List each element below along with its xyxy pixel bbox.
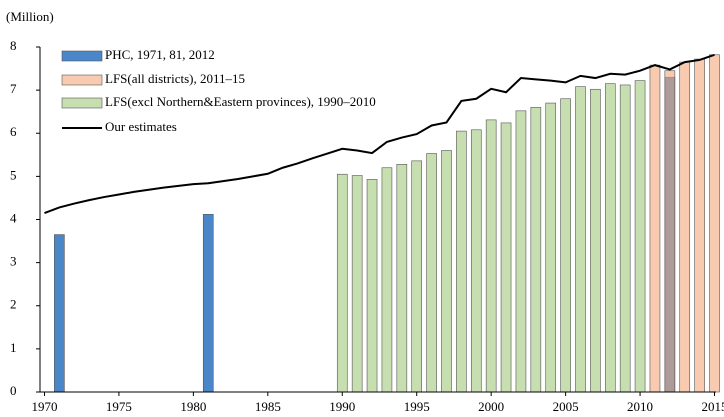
bar: [530, 107, 542, 393]
bar: [202, 214, 214, 393]
bar: [500, 122, 512, 393]
bar: [426, 153, 437, 393]
bar: [411, 160, 423, 393]
bar: [456, 130, 467, 393]
bar: [664, 70, 676, 393]
bar: [54, 234, 65, 393]
x-tick-label: 2010: [627, 399, 653, 414]
bar: [470, 129, 482, 393]
bar: [590, 88, 601, 393]
bar: [336, 173, 348, 393]
legend-label: PHC, 1971, 81, 2012: [105, 47, 215, 62]
bar: [560, 98, 571, 393]
x-tick-label: 2015: [702, 399, 724, 414]
legend-label: LFS(all districts), 2011–15: [105, 71, 245, 86]
y-tick-label: 2: [10, 297, 17, 312]
bar: [694, 58, 705, 393]
y-tick-label: 5: [10, 167, 17, 182]
bar: [709, 54, 720, 393]
x-tick-label: 1970: [31, 399, 57, 414]
y-tick-label: 1: [10, 340, 17, 355]
legend-label: LFS(excl Northern&Eastern provinces), 19…: [105, 94, 376, 109]
bar: [679, 61, 691, 393]
legend-swatch: [61, 97, 103, 109]
bar: [634, 80, 646, 393]
y-tick-label: 0: [10, 383, 17, 398]
x-tick-label: 1985: [255, 399, 281, 414]
bar: [366, 179, 378, 393]
x-tick-label: 1980: [180, 399, 206, 414]
bar: [396, 164, 408, 393]
legend-swatch: [61, 50, 103, 62]
legend-label: Our estimates: [105, 119, 177, 134]
bar: [545, 102, 557, 393]
bar: [649, 64, 661, 393]
bar: [575, 86, 586, 393]
bar: [441, 150, 452, 393]
bar: [604, 83, 616, 393]
bar: [351, 175, 363, 393]
legend-swatch: [61, 74, 103, 86]
x-tick-label: 1990: [329, 399, 355, 414]
bar: [485, 119, 497, 393]
bar: [381, 167, 393, 393]
x-tick-label: 1995: [404, 399, 430, 414]
y-tick-label: 8: [10, 38, 17, 53]
line: [44, 53, 715, 214]
x-tick-label: 2000: [478, 399, 504, 414]
y-tick-label: 4: [10, 210, 17, 225]
y-tick-label: 7: [10, 81, 17, 96]
x-tick-label: 1975: [106, 399, 132, 414]
bar: [619, 84, 631, 393]
y-tick-label: 6: [10, 124, 17, 139]
y-tick-label: 3: [10, 254, 17, 269]
x-tick-label: 2005: [553, 399, 579, 414]
bar: [515, 110, 527, 393]
y-axis-label: (Million): [6, 9, 54, 24]
